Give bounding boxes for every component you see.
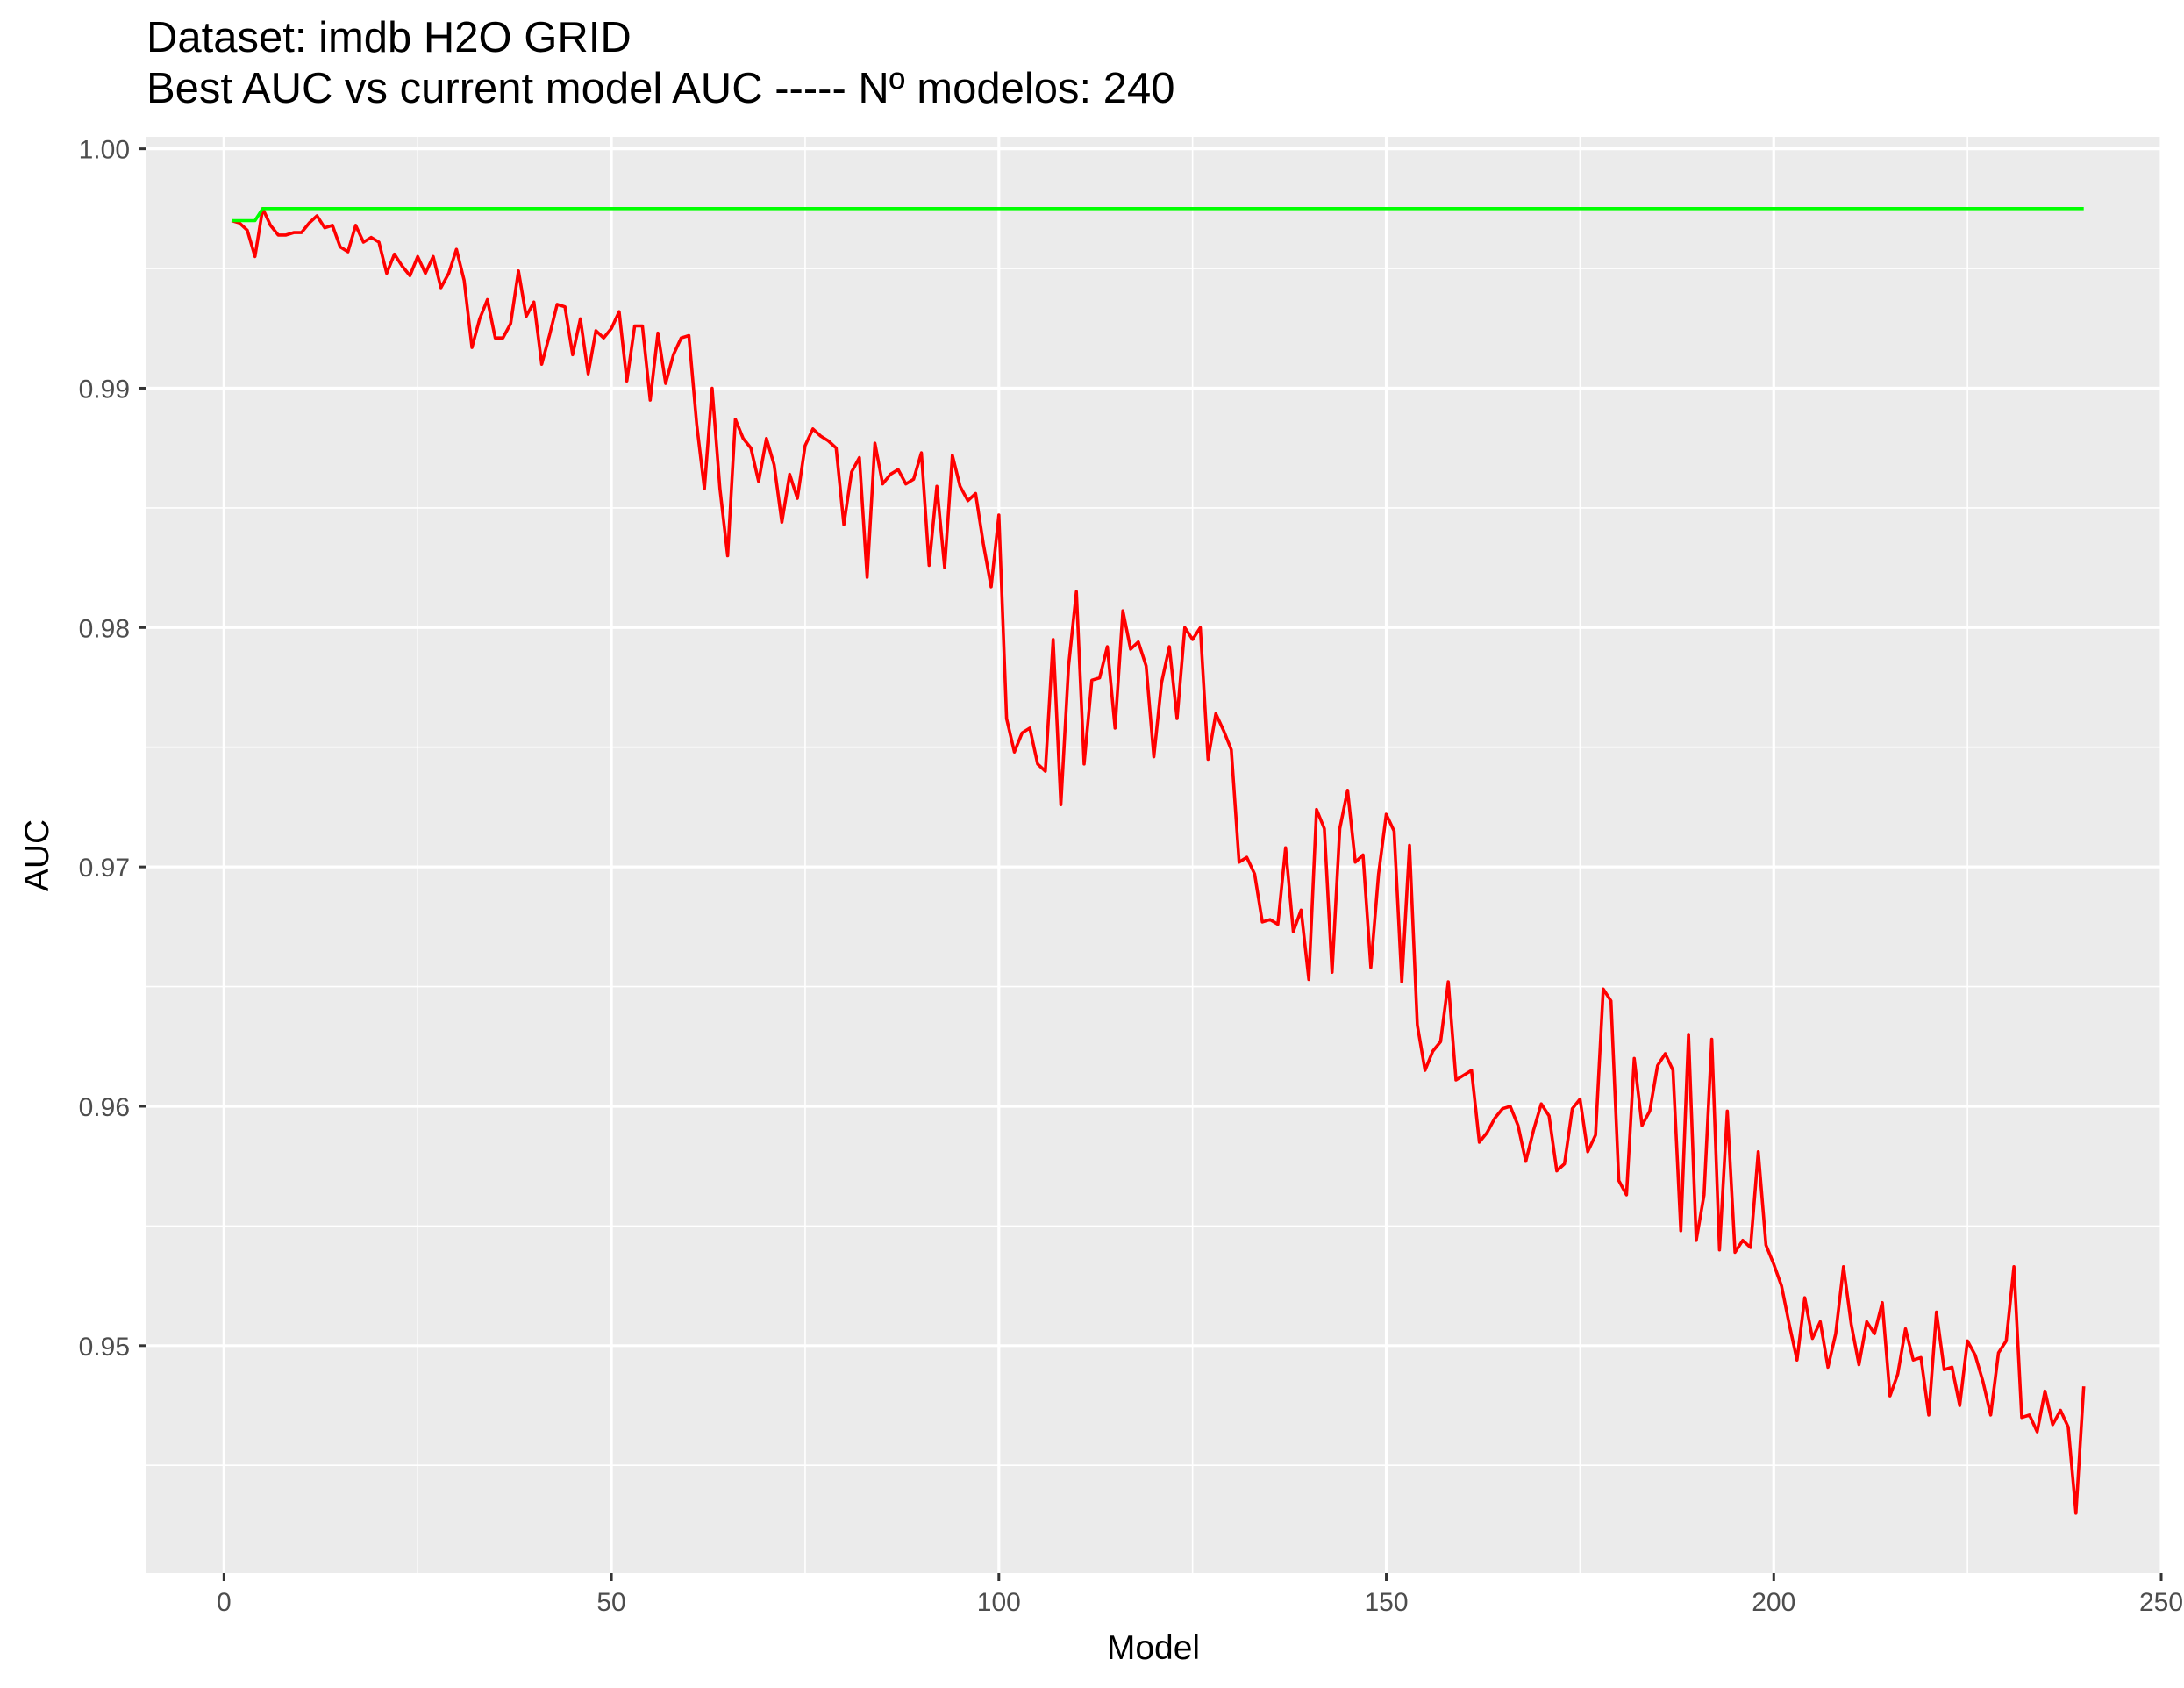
current-auc-line <box>231 207 2086 1515</box>
minor-gridlines <box>146 137 2161 1573</box>
x-tick-label: 50 <box>596 1588 625 1617</box>
major-gridlines <box>146 137 2163 1573</box>
chart-title: Dataset: imdb H2O GRID <box>146 14 632 61</box>
y-tick-label: 0.99 <box>79 375 130 404</box>
x-tick-label: 150 <box>1365 1588 1409 1617</box>
y-tick-label: 0.98 <box>79 614 130 643</box>
chart-subtitle: Best AUC vs current model AUC ----- Nº m… <box>146 65 1174 112</box>
x-axis: 0 50 100 150 200 250 <box>217 1573 2183 1617</box>
y-tick-label: 0.96 <box>79 1093 130 1122</box>
best-auc-line <box>232 207 2084 223</box>
y-tick-label: 1.00 <box>79 136 130 165</box>
x-tick-label: 100 <box>977 1588 1021 1617</box>
x-axis-title: Model <box>1107 1629 1200 1667</box>
series-layer <box>231 207 2086 1515</box>
y-tick-label: 0.97 <box>79 854 130 883</box>
y-axis: 0.95 0.96 0.97 0.98 0.99 1.00 <box>79 136 146 1362</box>
x-tick-label: 200 <box>1752 1588 1795 1617</box>
plot-panel <box>146 137 2161 1573</box>
y-axis-title: AUC <box>18 819 56 891</box>
x-tick-label: 0 <box>217 1588 232 1617</box>
y-tick-label: 0.95 <box>79 1333 130 1362</box>
x-tick-label: 250 <box>2139 1588 2183 1617</box>
